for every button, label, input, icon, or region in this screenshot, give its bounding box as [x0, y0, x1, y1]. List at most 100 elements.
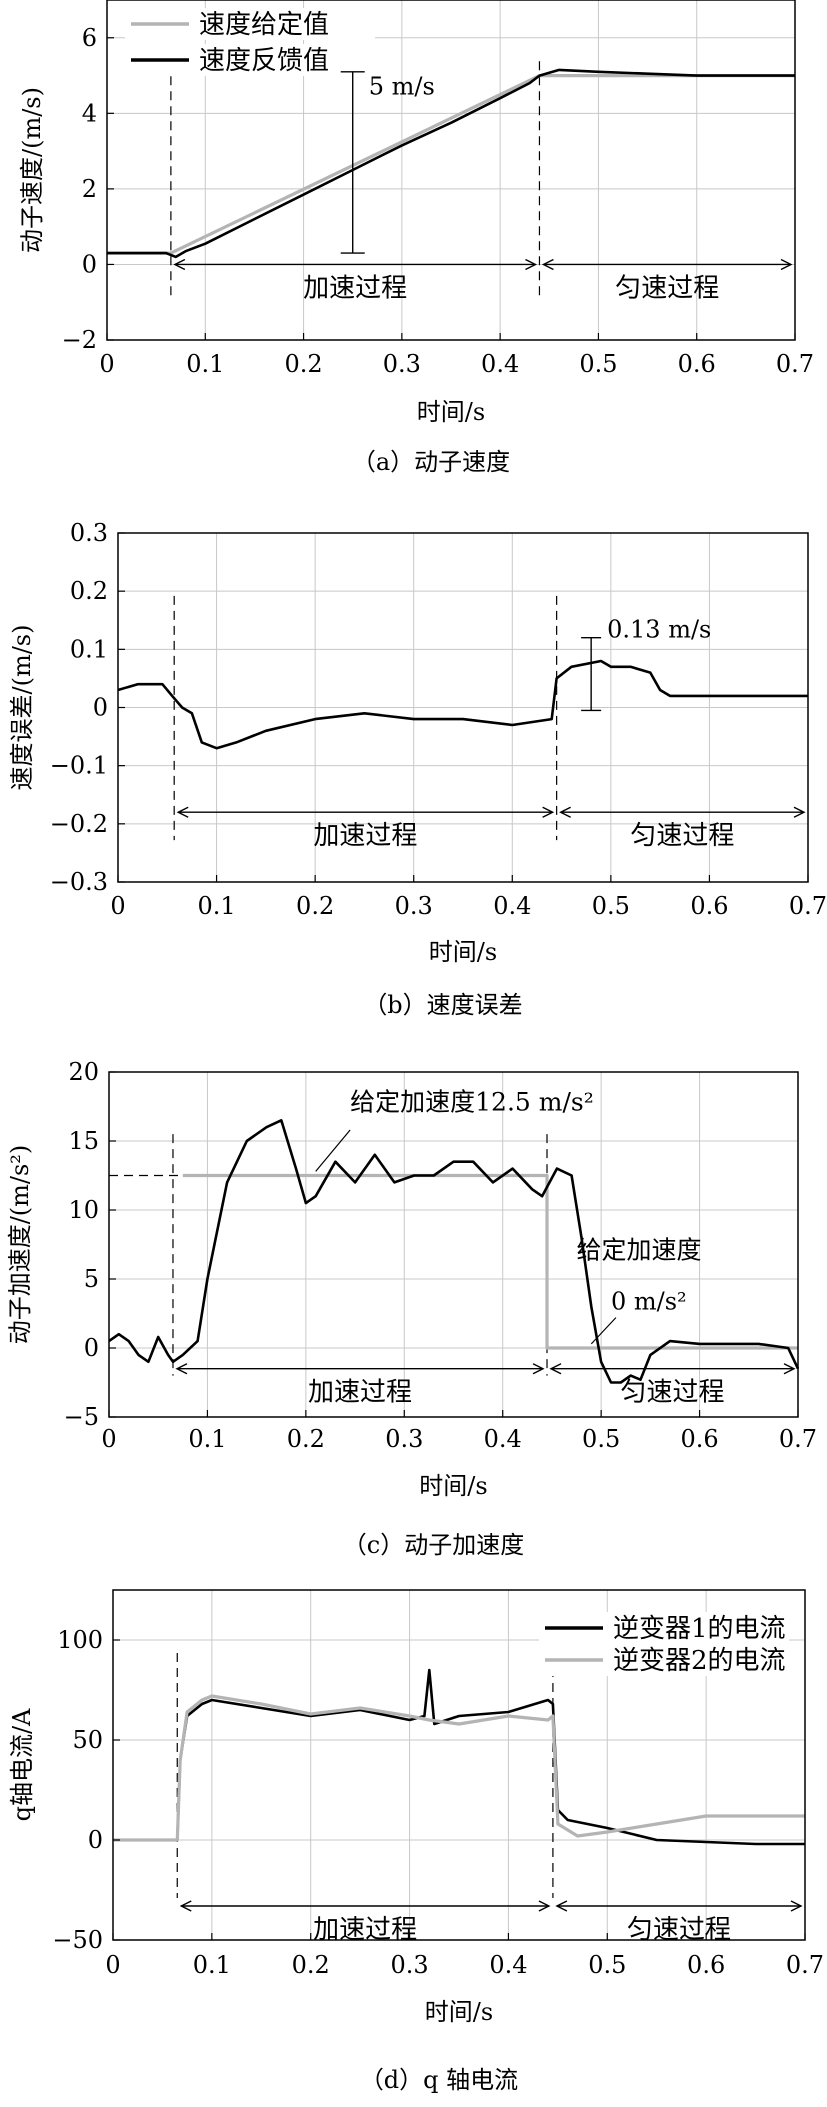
setpoint-label: 给定加速度12.5 m/s²: [350, 1088, 594, 1117]
arrow-head: [790, 1900, 803, 1912]
x-tick-label: 0.7: [776, 350, 814, 378]
series-line-1: [117, 659, 808, 750]
series-line-1: [107, 73, 795, 255]
y-tick-label: 20: [68, 1058, 99, 1086]
x-tick-label: 0.3: [395, 892, 433, 920]
chart-panel-1: 0 0.1 0.2 0.3 0.4 0.5 0.6 0.7−20246时间/s动子速度/(m/…: [18, 0, 814, 476]
setpoint2-value: 0 m/s²: [611, 1287, 687, 1315]
series-line-2: [107, 68, 795, 259]
arrow-head: [532, 1363, 545, 1375]
y-tick-label: −0.3: [50, 868, 108, 896]
x-tick-label: 0.2: [287, 1425, 325, 1453]
y-tick-label: 100: [57, 1626, 103, 1654]
y-tick-label: −50: [52, 1926, 103, 1954]
x-tick-label: 0.7: [779, 1425, 817, 1453]
arrow-head: [175, 1363, 188, 1375]
x-axis-label: 时间/s: [429, 938, 497, 966]
y-tick-label: 4: [82, 99, 97, 127]
arrow-head: [525, 258, 538, 271]
y-axis-label: q轴电流/A: [8, 1708, 36, 1821]
y-tick-label: 0: [84, 1334, 99, 1362]
x-tick-label: 0.7: [786, 1951, 824, 1979]
phase-label-const: 匀速过程: [627, 1915, 731, 1945]
arrow-head: [783, 1363, 796, 1375]
x-tick-label: 0: [110, 892, 125, 920]
x-tick-label: 0.2: [292, 1951, 330, 1979]
x-tick-label: 0: [105, 1951, 120, 1979]
x-tick-label: 0.3: [383, 350, 421, 378]
x-tick-label: 0.1: [193, 1951, 231, 1979]
y-tick-label: −5: [64, 1403, 99, 1431]
y-tick-label: 0.2: [70, 577, 108, 605]
plot-frame: [108, 1071, 799, 1418]
x-tick-label: 0.5: [592, 892, 630, 920]
y-tick-label: 5: [84, 1265, 99, 1293]
x-tick-label: 0.1: [188, 1425, 226, 1453]
y-tick-label: −0.1: [50, 752, 108, 780]
y-tick-label: 6: [82, 24, 97, 52]
setpoint2-label: 给定加速度: [577, 1235, 702, 1264]
x-tick-label: 0.4: [481, 350, 519, 378]
y-tick-label: 0: [82, 250, 97, 278]
y-tick-label: −0.2: [50, 810, 108, 838]
figure-caption: （d）q 轴电流: [360, 2066, 518, 2094]
figure-caption: （b）速度误差: [363, 991, 522, 1019]
x-tick-label: 0.4: [493, 892, 531, 920]
legend-label: 速度反馈值: [199, 46, 329, 76]
arrow-head: [179, 1900, 192, 1912]
chart-panel-4: 0 0.1 0.2 0.3 0.4 0.5 0.6 0.7−50050100时间/sq轴电流/…: [8, 1589, 824, 2094]
x-tick-label: 0.1: [197, 892, 235, 920]
phase-label-accel: 加速过程: [303, 273, 407, 303]
x-tick-label: 0.3: [390, 1951, 428, 1979]
x-tick-label: 0.5: [582, 1425, 620, 1453]
legend-label: 速度给定值: [199, 10, 329, 40]
x-tick-label: 0.5: [579, 350, 617, 378]
y-tick-label: 50: [72, 1726, 103, 1754]
x-tick-label: 0.4: [489, 1951, 527, 1979]
x-tick-label: 0.5: [588, 1951, 626, 1979]
phase-label-accel: 加速过程: [313, 821, 417, 851]
setpoint2-leader: [590, 1317, 617, 1345]
chart-panel-2: 0 0.1 0.2 0.3 0.4 0.5 0.6 0.7 −0.3 −0.2 −0.1 0 0.1 0.…: [8, 519, 827, 1019]
setpoint-leader: [315, 1129, 351, 1172]
y-tick-label: 10: [68, 1196, 99, 1224]
y-axis-label: 动子加速度/(m/s²): [6, 1145, 34, 1345]
delta-label: 0.13 m/s: [607, 616, 711, 644]
series-line-2: [108, 1119, 800, 1384]
y-tick-label: 2: [82, 175, 97, 203]
arrow-head: [780, 258, 793, 271]
arrow-head: [793, 806, 806, 818]
legend-label: 逆变器1的电流: [613, 1614, 786, 1644]
x-axis-label: 时间/s: [417, 398, 485, 426]
x-tick-label: 0.6: [680, 1425, 718, 1453]
arrow-head: [173, 258, 186, 271]
x-tick-label: 0.2: [296, 892, 334, 920]
arrow-head: [176, 806, 189, 818]
y-axis-label: 动子速度/(m/s): [18, 87, 46, 253]
series-line-1: [182, 1173, 798, 1350]
y-tick-label: 15: [68, 1127, 99, 1155]
series-line-2: [113, 1694, 805, 1842]
delta-label: 5 m/s: [369, 72, 435, 100]
arrow-head: [538, 1900, 551, 1912]
x-tick-label: 0.1: [186, 350, 224, 378]
figure-caption: （a）动子速度: [352, 448, 510, 476]
arrow-head: [549, 1363, 562, 1375]
x-tick-label: 0: [101, 1425, 116, 1453]
phase-label-const: 匀速过程: [630, 821, 734, 851]
arrow-head: [541, 258, 554, 271]
x-tick-label: 0.4: [484, 1425, 522, 1453]
x-tick-label: 0: [99, 350, 114, 378]
x-tick-label: 0.6: [690, 892, 728, 920]
chart-panel-3: 0 0.1 0.2 0.3 0.4 0.5 0.6 0.7−505101520时间/s动子加速…: [6, 1058, 817, 1559]
x-tick-label: 0.6: [678, 350, 716, 378]
phase-label-const: 匀速过程: [620, 1378, 724, 1408]
x-tick-label: 0.3: [385, 1425, 423, 1453]
arrow-head: [542, 806, 555, 818]
y-axis-label: 速度误差/(m/s): [8, 625, 36, 791]
arrow-head: [559, 806, 571, 818]
y-tick-label: 0: [93, 694, 108, 722]
phase-label-accel: 加速过程: [313, 1915, 417, 1945]
x-tick-label: 0.7: [789, 892, 827, 920]
